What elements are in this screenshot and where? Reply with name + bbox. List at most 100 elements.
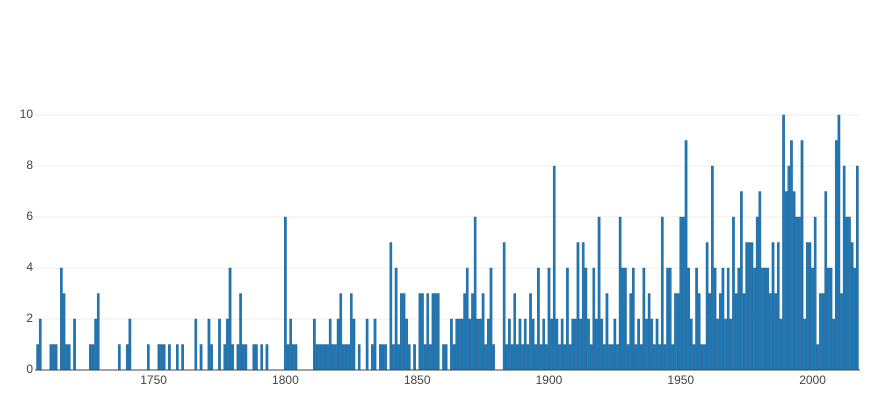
- bar: [666, 267, 669, 371]
- bar: [721, 267, 725, 371]
- bar: [94, 318, 97, 371]
- bar: [632, 267, 635, 371]
- bar: [842, 165, 846, 371]
- bar: [334, 344, 337, 371]
- bar: [67, 344, 71, 371]
- bar: [695, 267, 698, 371]
- bar: [684, 140, 688, 371]
- bar: [450, 318, 453, 371]
- bar: [805, 242, 809, 371]
- bar: [199, 344, 203, 371]
- bar: [460, 318, 464, 371]
- bar: [463, 293, 466, 371]
- bar: [418, 293, 422, 371]
- bar: [784, 191, 788, 371]
- bar: [73, 318, 76, 371]
- bar: [740, 191, 743, 371]
- bar: [555, 318, 559, 371]
- bar: [231, 344, 235, 371]
- bar: [284, 216, 287, 371]
- bar: [660, 216, 664, 371]
- bar: [566, 267, 569, 371]
- bar: [518, 318, 522, 371]
- bar: [808, 242, 812, 371]
- bar: [516, 344, 519, 371]
- bar: [560, 318, 564, 371]
- bar: [431, 293, 435, 371]
- bar: [128, 318, 132, 371]
- bar: [481, 293, 485, 371]
- bar: [384, 344, 387, 371]
- bar: [624, 267, 627, 371]
- x-tick-label: 2000: [799, 373, 826, 387]
- bar: [616, 344, 619, 371]
- bar: [442, 344, 445, 371]
- bar: [637, 318, 640, 371]
- bar: [125, 344, 129, 371]
- bar: [592, 267, 596, 371]
- bar: [521, 344, 524, 371]
- bar: [210, 344, 213, 371]
- bar: [347, 344, 350, 371]
- bar: [840, 293, 843, 371]
- bar: [405, 318, 408, 371]
- bar: [766, 267, 770, 371]
- bar: [829, 267, 833, 371]
- bar: [645, 318, 648, 371]
- bar: [539, 344, 543, 371]
- bar: [605, 293, 609, 371]
- bar: [373, 318, 377, 371]
- bar: [674, 293, 677, 371]
- bar: [349, 293, 353, 371]
- bar: [653, 344, 656, 371]
- bar: [407, 344, 411, 371]
- bar: [36, 344, 39, 371]
- bar: [508, 318, 511, 371]
- bar: [326, 344, 329, 371]
- bar: [318, 344, 321, 371]
- bar: [798, 216, 801, 371]
- y-tick-label: 4: [26, 260, 33, 274]
- bar: [800, 140, 804, 371]
- bar: [848, 216, 851, 371]
- bar: [769, 293, 772, 371]
- bar: [38, 318, 42, 371]
- bar: [421, 293, 424, 371]
- bar: [574, 318, 577, 371]
- bar: [492, 344, 495, 371]
- bar: [473, 216, 477, 371]
- bar: [60, 267, 63, 371]
- bar: [452, 344, 456, 371]
- bar: [856, 165, 859, 371]
- bar: [718, 293, 722, 371]
- bar: [157, 344, 161, 371]
- bar: [732, 216, 735, 371]
- bar: [291, 344, 295, 371]
- bar: [96, 293, 100, 371]
- bar: [563, 344, 567, 371]
- bar: [750, 242, 754, 371]
- bar: [207, 318, 211, 371]
- bar: [597, 216, 601, 371]
- bar: [663, 344, 667, 371]
- bar: [692, 344, 696, 371]
- bar: [315, 344, 319, 371]
- bar: [260, 344, 263, 371]
- bar: [378, 344, 382, 371]
- bar: [737, 267, 741, 371]
- y-tick-label: 10: [20, 107, 34, 121]
- bar: [576, 242, 580, 371]
- bar: [747, 242, 751, 371]
- bar: [761, 267, 764, 371]
- bar: [537, 267, 540, 371]
- bar: [550, 318, 553, 371]
- bar: [313, 318, 316, 371]
- y-tick-label: 2: [26, 311, 33, 325]
- bar: [529, 293, 532, 371]
- bar: [668, 267, 672, 371]
- bar: [400, 293, 403, 371]
- bar: [811, 267, 814, 371]
- bar: [397, 344, 401, 371]
- bar: [320, 344, 324, 371]
